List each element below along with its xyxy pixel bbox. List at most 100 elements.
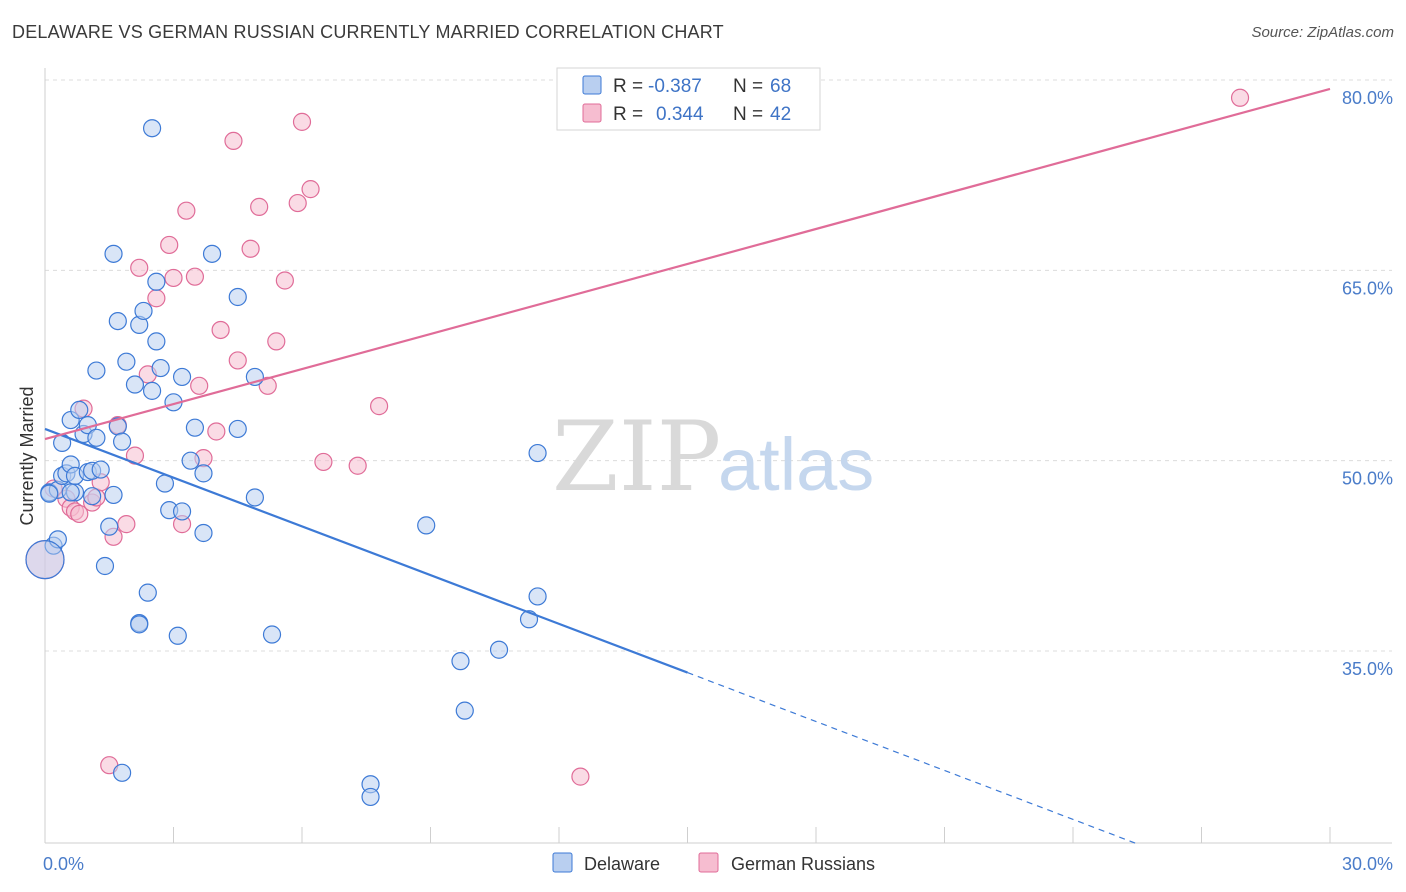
delaware-point — [125, 375, 145, 394]
y-tick-label: 50.0% — [1342, 469, 1393, 489]
legend-n-value-delaware: 68 — [770, 76, 791, 97]
delaware-point — [61, 483, 80, 502]
delaware-point — [104, 485, 123, 505]
delaware-point — [104, 244, 123, 263]
delaware-point — [142, 119, 162, 138]
german-russians-point — [301, 180, 320, 199]
delaware-point — [228, 287, 247, 307]
series-legend-swatch-german-russians — [698, 852, 719, 873]
series-legend-label-german-russians: German Russians — [731, 854, 875, 874]
y-axis-label: Currently Married — [17, 386, 37, 525]
legend-r-label: R = — [613, 104, 643, 125]
german-russians-point — [275, 271, 294, 290]
delaware-point — [117, 352, 136, 371]
delaware-point — [112, 432, 132, 451]
german-russians-point — [185, 267, 205, 286]
delaware-point — [100, 517, 119, 536]
legend-r-value-delaware: -0.387 — [648, 76, 702, 97]
delaware-point — [151, 358, 170, 378]
delaware-point — [194, 464, 213, 483]
delaware-point — [417, 516, 436, 535]
german-russians-point — [130, 258, 149, 277]
german-russians-point — [224, 131, 243, 151]
german-russians-point — [211, 320, 230, 340]
german-russians-point — [147, 289, 166, 308]
german-russians-point — [288, 193, 307, 213]
legend-swatch-german-russians — [582, 103, 602, 123]
german-russians-point — [571, 767, 590, 786]
legend-r-label: R = — [613, 76, 643, 97]
delaware-point — [172, 367, 192, 387]
german-russians-point — [241, 239, 260, 258]
source-label: Source: ZipAtlas.com — [1251, 24, 1394, 41]
german-russians-point — [207, 422, 226, 441]
watermark-zip: ZIP — [552, 401, 721, 513]
german-russians-point — [117, 515, 136, 534]
delaware-point — [228, 419, 247, 439]
y-tick-label: 35.0% — [1342, 659, 1393, 679]
german-russians-point — [177, 201, 196, 220]
german-russians-point — [164, 268, 183, 288]
delaware-point — [147, 332, 166, 351]
german-russians-point — [267, 332, 286, 351]
delaware-point — [87, 428, 106, 447]
delaware-point — [48, 530, 67, 549]
delaware-point — [40, 484, 59, 503]
delaware-point — [455, 701, 474, 720]
legend-r-value-german-russians: 0.344 — [656, 104, 704, 125]
delaware-points — [25, 119, 547, 807]
delaware-point — [108, 311, 127, 331]
delaware-point — [112, 763, 132, 782]
delaware-point — [130, 615, 149, 634]
german-russians-point — [228, 351, 247, 370]
x-tick-label: 30.0% — [1342, 854, 1393, 874]
delaware-point — [25, 540, 65, 580]
y-tick-label: 65.0% — [1342, 278, 1393, 298]
delaware-point — [489, 640, 509, 659]
x-tick-labels: 0.0% 30.0% — [43, 854, 1393, 874]
delaware-trend-line — [44, 427, 688, 674]
delaware-trend-extension — [687, 672, 1138, 845]
delaware-point — [361, 787, 380, 807]
y-tick-label: 80.0% — [1342, 88, 1393, 108]
trend-lines — [44, 87, 1331, 845]
german-russians-point — [190, 376, 209, 395]
delaware-point — [168, 626, 187, 645]
grid-lines — [45, 79, 1392, 652]
german-russians-point — [160, 235, 179, 255]
german-russians-point — [292, 112, 312, 131]
delaware-point — [134, 301, 153, 321]
delaware-point — [194, 523, 213, 543]
german-russians-point — [348, 456, 367, 475]
delaware-point — [181, 451, 200, 470]
watermark: ZIP atlas — [552, 401, 874, 513]
delaware-point — [142, 381, 162, 400]
delaware-point — [70, 400, 89, 420]
delaware-point — [451, 652, 470, 671]
series-legend-swatch-delaware — [552, 852, 573, 873]
series-legend-label-delaware: Delaware — [584, 854, 660, 874]
correlation-legend: R = -0.387 N = 68 R = 0.344 N = 42 — [556, 67, 821, 131]
german-russians-point — [70, 504, 89, 524]
german-russians-point — [370, 397, 389, 416]
x-tick-label: 0.0% — [43, 854, 84, 874]
legend-n-value-german-russians: 42 — [770, 104, 791, 125]
series-legend: Delaware German Russians — [552, 852, 875, 874]
y-tick-labels: 35.0% 50.0% 65.0% 80.0% — [1342, 88, 1393, 679]
delaware-point — [528, 443, 547, 463]
legend-n-label: N = — [733, 104, 763, 125]
delaware-point — [528, 587, 547, 606]
delaware-point — [172, 502, 192, 521]
delaware-point — [95, 556, 115, 576]
delaware-point — [91, 460, 110, 479]
legend-n-label: N = — [733, 76, 763, 97]
delaware-point — [147, 272, 166, 291]
delaware-point — [83, 487, 102, 506]
delaware-point — [185, 418, 205, 437]
axes — [44, 68, 1392, 844]
delaware-point — [138, 583, 157, 602]
delaware-point — [245, 488, 264, 507]
legend-swatch-delaware — [582, 75, 602, 95]
delaware-point — [202, 244, 222, 263]
